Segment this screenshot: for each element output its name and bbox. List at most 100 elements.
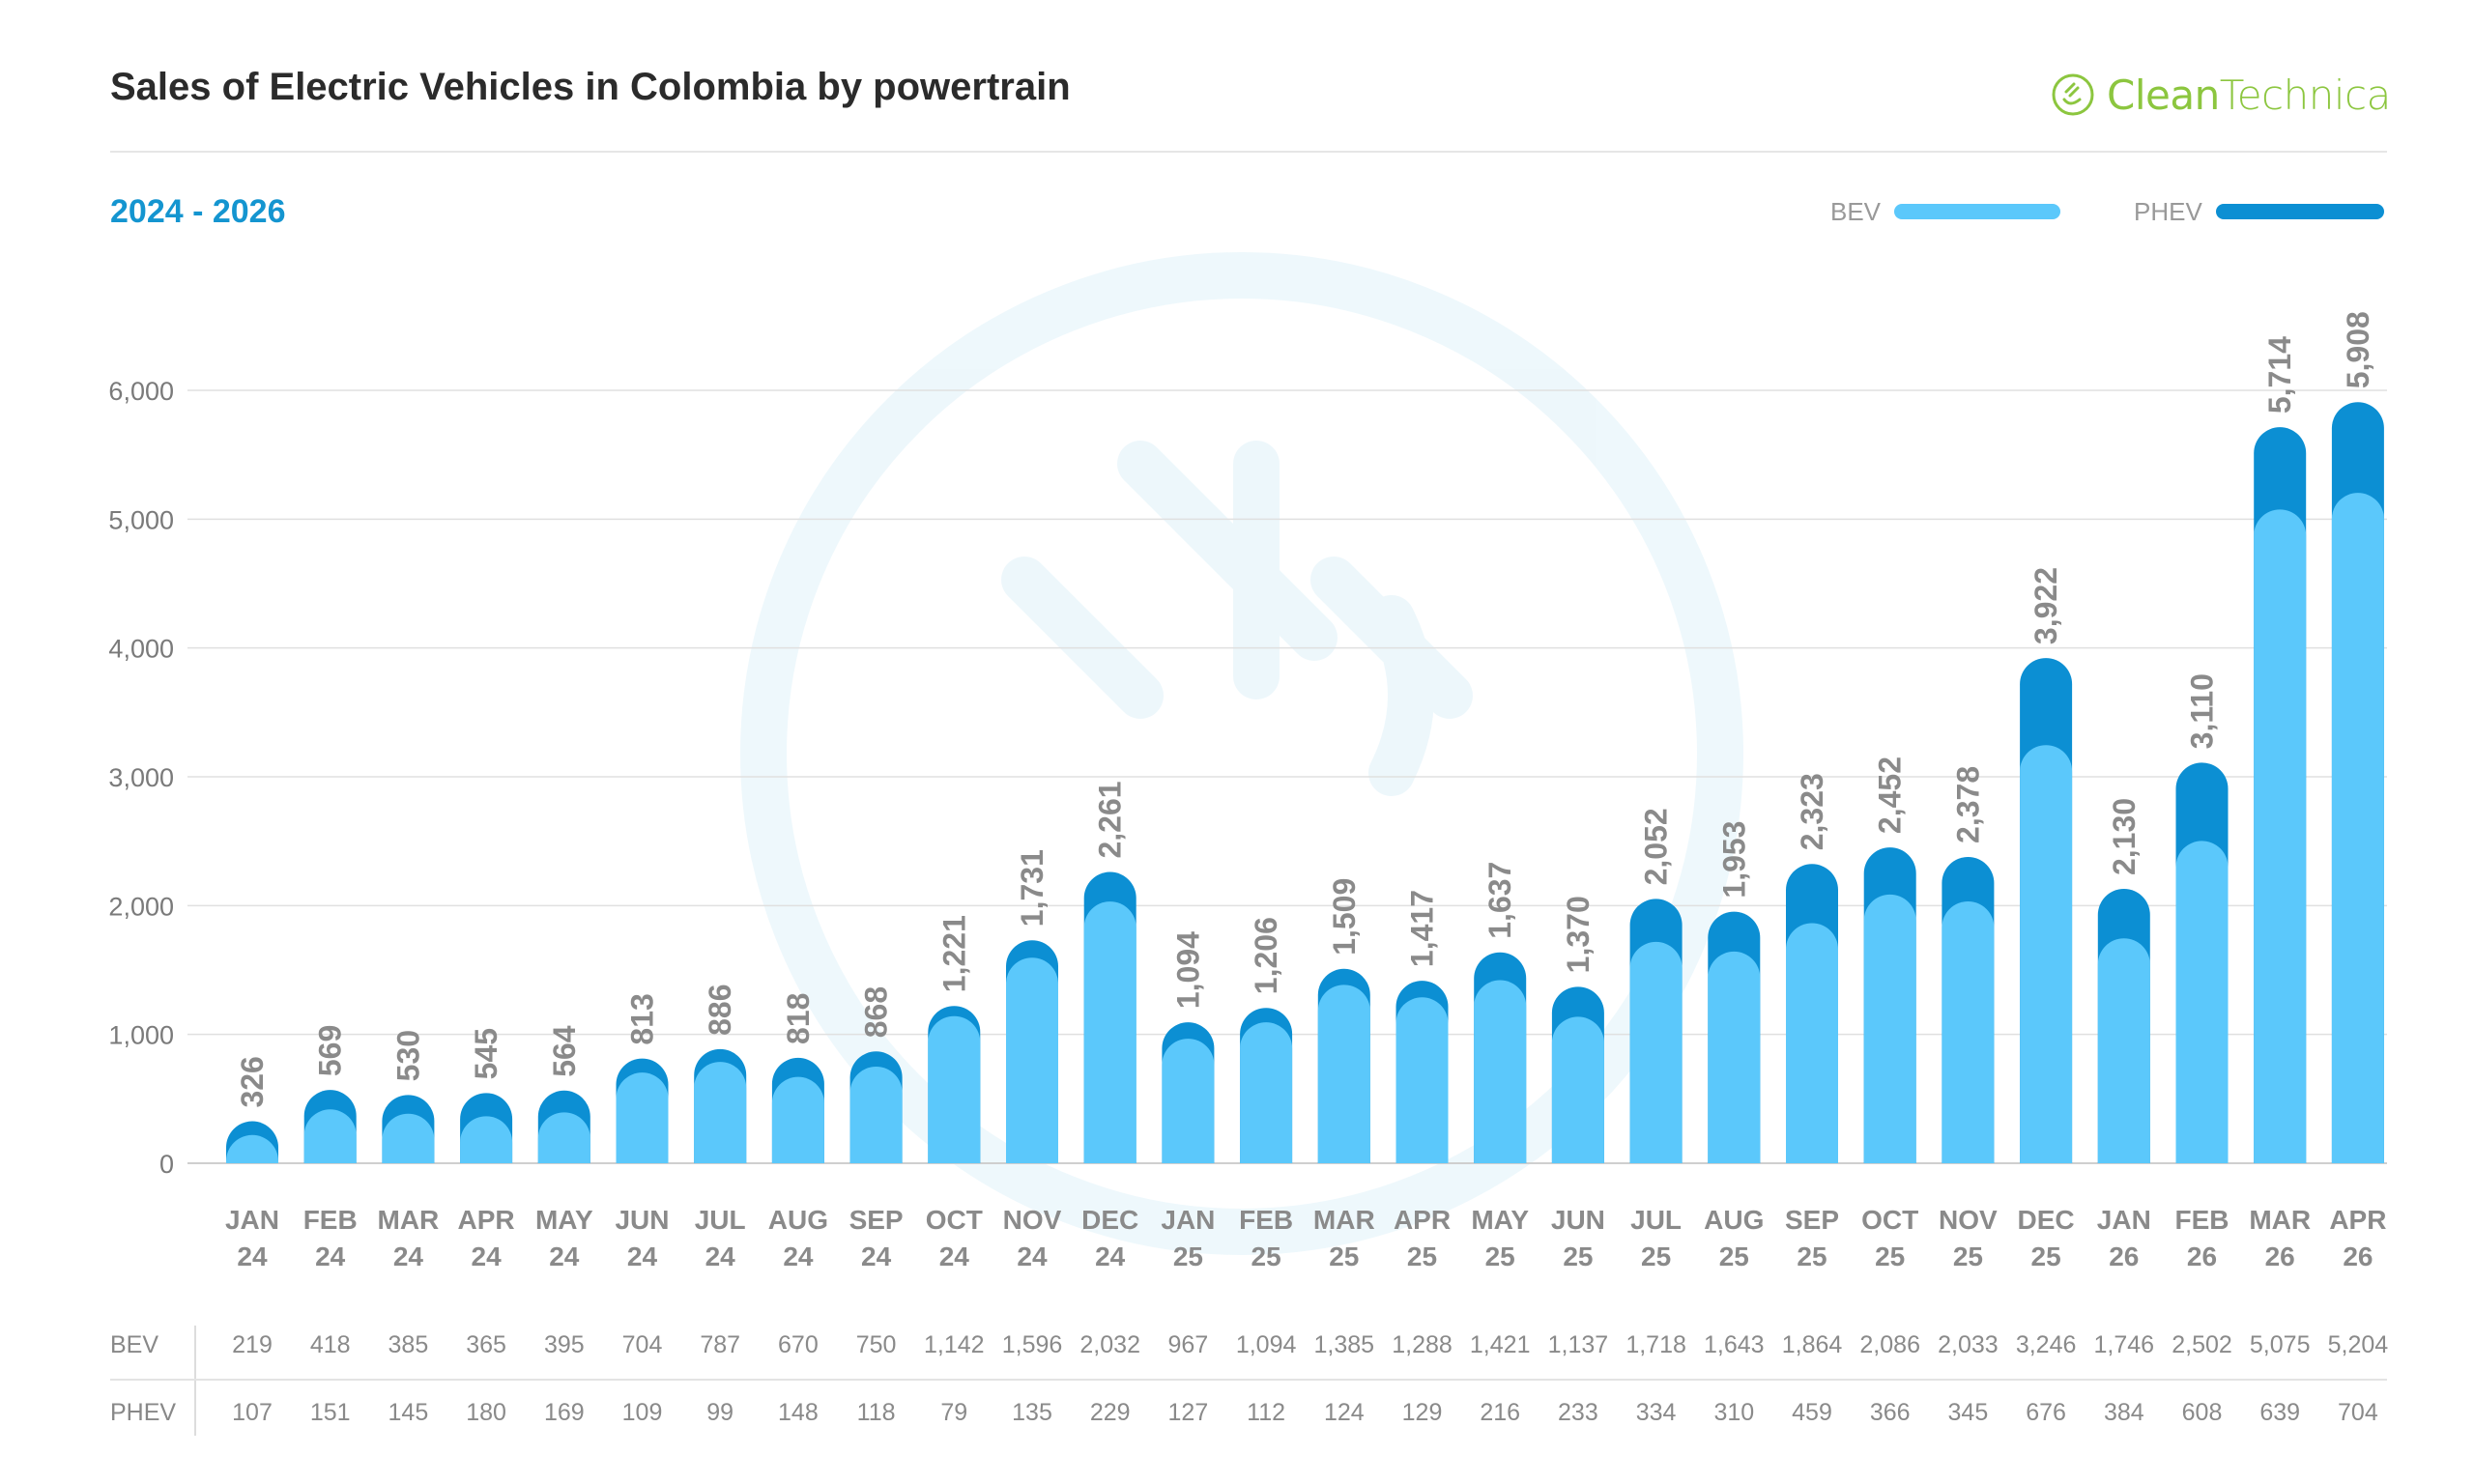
bar-bev	[382, 1113, 435, 1163]
bar-bev	[1629, 941, 1683, 1163]
total-value-label: 868	[859, 986, 894, 1038]
x-month-label: FEB	[303, 1205, 358, 1235]
x-year-label: 25	[1485, 1241, 1515, 1271]
bar-bev	[1551, 1016, 1604, 1163]
bar-bev	[1708, 951, 1761, 1163]
x-month-label: JAN	[1161, 1205, 1215, 1235]
bar-bev	[694, 1062, 747, 1163]
table-cell-phev: 676	[2026, 1399, 2066, 1426]
table-cell-phev: 79	[940, 1399, 967, 1426]
total-value-label: 1,417	[1405, 890, 1440, 967]
x-month-label: OCT	[1861, 1205, 1918, 1235]
x-month-label: MAR	[378, 1205, 440, 1235]
table-cell-phev: 148	[778, 1399, 819, 1426]
bar-bev	[616, 1072, 669, 1163]
total-value-label: 3,922	[2028, 567, 2063, 644]
x-year-label: 24	[1095, 1241, 1126, 1271]
total-value-label: 886	[703, 984, 737, 1035]
x-year-label: 26	[2109, 1241, 2139, 1271]
table-row-label-phev: PHEV	[110, 1399, 176, 1426]
x-month-label: SEP	[1785, 1205, 1839, 1235]
table-cell-bev: 1,596	[1002, 1331, 1063, 1358]
x-month-label: JUL	[695, 1205, 746, 1235]
logo-text: CleanTechnica	[2107, 71, 2391, 119]
x-month-label: MAY	[1471, 1205, 1529, 1235]
x-year-label: 24	[393, 1241, 424, 1271]
x-month-label: JAN	[225, 1205, 279, 1235]
table-cell-bev: 967	[1168, 1331, 1209, 1358]
x-month-label: OCT	[926, 1205, 983, 1235]
bar-bev	[226, 1134, 278, 1163]
table-cell-bev: 2,032	[1079, 1331, 1140, 1358]
x-month-label: JAN	[2097, 1205, 2151, 1235]
y-tick-label: 0	[159, 1150, 174, 1179]
total-value-label: 3,110	[2185, 673, 2220, 749]
table-cell-bev: 1,864	[1782, 1331, 1843, 1358]
table-cell-phev: 129	[1402, 1399, 1443, 1426]
table-cell-phev: 384	[2104, 1399, 2144, 1426]
x-year-label: 24	[549, 1241, 580, 1271]
table-cell-bev: 385	[388, 1331, 429, 1358]
total-value-label: 813	[625, 993, 660, 1044]
x-year-label: 25	[1329, 1241, 1359, 1271]
x-year-label: 25	[2031, 1241, 2061, 1271]
table-cell-bev: 1,142	[924, 1331, 985, 1358]
x-year-label: 26	[2343, 1241, 2373, 1271]
table-cell-bev: 1,746	[2094, 1331, 2155, 1358]
value-labels: 326 569 530 545 564 813 886 818 868 1,221 1,731 2,2…	[235, 311, 2375, 1107]
header-divider	[110, 151, 2387, 153]
logo-plug-icon	[2052, 73, 2094, 116]
table-cell-phev: 310	[1713, 1399, 1754, 1426]
y-axis-ticks: 0 1,000 2,000 3,000 4,000 5,000 6,000	[108, 377, 174, 1179]
x-month-label: APR	[458, 1205, 515, 1235]
bar-bev	[849, 1067, 903, 1163]
watermark	[740, 252, 1743, 1255]
table-cell-bev: 395	[544, 1331, 585, 1358]
x-year-label: 24	[783, 1241, 814, 1271]
x-month-label: DEC	[2018, 1205, 2075, 1235]
total-value-label: 1,206	[1249, 917, 1283, 994]
table-cell-phev: 233	[1558, 1399, 1598, 1426]
table-cell-phev: 107	[232, 1399, 273, 1426]
table-cell-bev: 704	[622, 1331, 663, 1358]
table-cell-bev: 5,075	[2250, 1331, 2311, 1358]
x-month-label: AUG	[768, 1205, 828, 1235]
x-year-label: 24	[939, 1241, 970, 1271]
bar-bev	[771, 1076, 824, 1163]
x-month-label: JUN	[1551, 1205, 1605, 1235]
table-cell-phev: 608	[2182, 1399, 2223, 1426]
table-cell-bev: 418	[310, 1331, 351, 1358]
table-cell-bev: 5,204	[2328, 1331, 2389, 1358]
total-value-label: 569	[313, 1025, 348, 1076]
y-tick-label: 6,000	[108, 377, 174, 406]
total-value-label: 1,094	[1170, 931, 1205, 1009]
total-value-label: 1,221	[936, 915, 971, 992]
x-year-label: 24	[705, 1241, 736, 1271]
x-month-label: AUG	[1704, 1205, 1764, 1235]
x-year-label: 25	[1719, 1241, 1749, 1271]
bar-bev	[1006, 957, 1058, 1163]
legend-phev: PHEV	[2134, 195, 2384, 228]
x-year-label: 25	[1251, 1241, 1281, 1271]
total-value-label: 2,378	[1950, 766, 1985, 843]
x-axis-labels: JAN 24 FEB 24 MAR 24 APR 24 MAY 24 JUN 24 JUL 24 AUG 24…	[225, 1205, 2386, 1271]
bar-bev	[1942, 901, 1995, 1163]
table-cell-bev: 365	[466, 1331, 506, 1358]
bar-bev	[1083, 901, 1136, 1163]
chart-title: Sales of Electric Vehicles in Colombia b…	[110, 66, 1071, 108]
x-year-label: 24	[861, 1241, 892, 1271]
x-year-label: 25	[1407, 1241, 1437, 1271]
x-month-label: DEC	[1081, 1205, 1138, 1235]
legend-phev-label: PHEV	[2134, 196, 2202, 226]
table-cell-bev: 1,288	[1392, 1331, 1453, 1358]
total-value-label: 2,052	[1639, 808, 1674, 885]
table-cell-phev: 99	[706, 1399, 734, 1426]
table-cell-phev: 127	[1168, 1399, 1209, 1426]
bar-bev	[303, 1109, 357, 1163]
table-cell-phev: 229	[1090, 1399, 1131, 1426]
total-value-label: 1,731	[1015, 849, 1050, 927]
legend-phev-swatch	[2215, 204, 2384, 219]
table-cell-bev: 2,033	[1938, 1331, 1999, 1358]
x-month-label: FEB	[2175, 1205, 2229, 1235]
